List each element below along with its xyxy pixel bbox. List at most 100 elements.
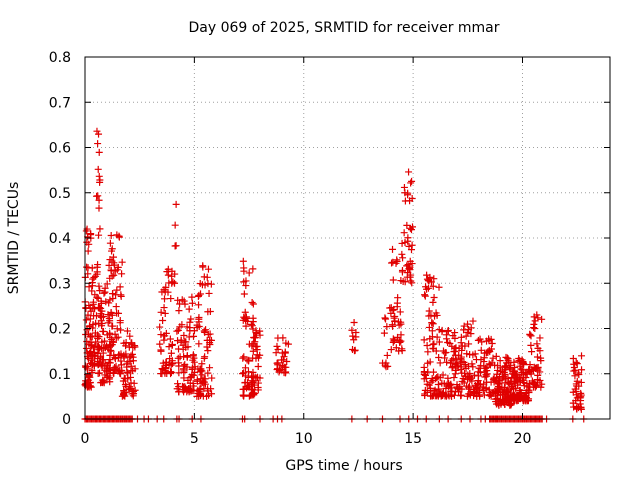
data-point [465, 382, 473, 390]
data-point [188, 293, 196, 301]
y-tick-label: 0.8 [49, 50, 71, 66]
data-point [120, 391, 128, 399]
data-point [124, 369, 132, 377]
data-point [427, 378, 435, 386]
data-point [485, 360, 493, 368]
x-axis-label: GPS time / hours [285, 458, 402, 474]
data-point [531, 325, 539, 333]
data-point [249, 368, 257, 376]
data-point [180, 331, 188, 339]
data-point [532, 382, 540, 390]
data-point [116, 366, 124, 374]
data-point [108, 272, 116, 280]
data-point [97, 361, 105, 369]
data-point [454, 385, 462, 393]
data-point [206, 364, 214, 372]
data-point [443, 358, 451, 366]
data-point [256, 327, 264, 335]
data-point [572, 397, 580, 405]
data-point [94, 192, 102, 200]
data-point [176, 323, 184, 331]
data-point [197, 380, 205, 388]
data-point [239, 385, 247, 393]
data-point [204, 385, 212, 393]
data-point [442, 348, 450, 356]
data-point [240, 392, 248, 400]
data-point [168, 279, 176, 287]
data-point [578, 352, 586, 360]
data-point [445, 392, 453, 400]
data-point [166, 335, 174, 343]
data-point [435, 354, 443, 362]
data-point [469, 317, 477, 325]
data-point [517, 392, 525, 400]
data-point [91, 291, 99, 299]
x-tick-label: 5 [190, 431, 199, 447]
data-point [536, 368, 544, 376]
data-point [108, 335, 116, 343]
data-point [99, 313, 107, 321]
data-point [204, 330, 212, 338]
data-point [573, 360, 581, 368]
data-point [187, 315, 195, 323]
data-point [167, 369, 175, 377]
data-point [489, 354, 497, 362]
data-point [482, 385, 490, 393]
data-point [382, 315, 390, 323]
data-point [571, 366, 579, 374]
data-point [107, 267, 115, 275]
data-point [175, 362, 183, 370]
data-point [94, 165, 102, 173]
data-point [112, 303, 120, 311]
data-point [465, 390, 473, 398]
data-point [245, 357, 253, 365]
data-point [526, 383, 534, 391]
data-point [131, 386, 139, 394]
data-point [206, 339, 214, 347]
data-point [350, 318, 358, 326]
data-point [208, 374, 216, 382]
data-point [203, 392, 211, 400]
data-point [484, 348, 492, 356]
data-point [250, 381, 258, 389]
x-tick-label: 15 [404, 431, 422, 447]
data-point [111, 355, 119, 363]
data-point [106, 356, 114, 364]
data-point [390, 314, 398, 322]
data-point [431, 386, 439, 394]
data-point [516, 377, 524, 385]
data-point [467, 324, 475, 332]
data-point [490, 374, 498, 382]
data-point [457, 391, 465, 399]
data-point [480, 391, 488, 399]
data-point [455, 388, 463, 396]
data-point [493, 370, 501, 378]
data-point [241, 364, 249, 372]
data-point [249, 300, 257, 308]
data-point [575, 371, 583, 379]
data-point [103, 373, 111, 381]
data-point [432, 375, 440, 383]
data-point [253, 351, 261, 359]
data-point [273, 342, 281, 350]
data-point [408, 279, 416, 287]
data-point [164, 271, 172, 279]
data-point [348, 326, 356, 334]
data-point [87, 347, 95, 355]
data-point [253, 374, 261, 382]
axis-ticks: 0 0.1 0.2 0.3 0.4 0.5 0.6 0.7 0.8 0 5 10 15 20 [49, 50, 610, 447]
data-points [81, 127, 588, 423]
data-point [443, 335, 451, 343]
data-point [349, 345, 357, 353]
data-point [534, 378, 542, 386]
data-point [109, 290, 117, 298]
data-point [205, 289, 213, 297]
data-point [389, 276, 397, 284]
data-point [466, 350, 474, 358]
data-point [159, 359, 167, 367]
data-point [435, 338, 443, 346]
data-point [573, 404, 581, 412]
data-point [254, 362, 262, 370]
data-point [90, 312, 98, 320]
data-point [106, 256, 114, 264]
